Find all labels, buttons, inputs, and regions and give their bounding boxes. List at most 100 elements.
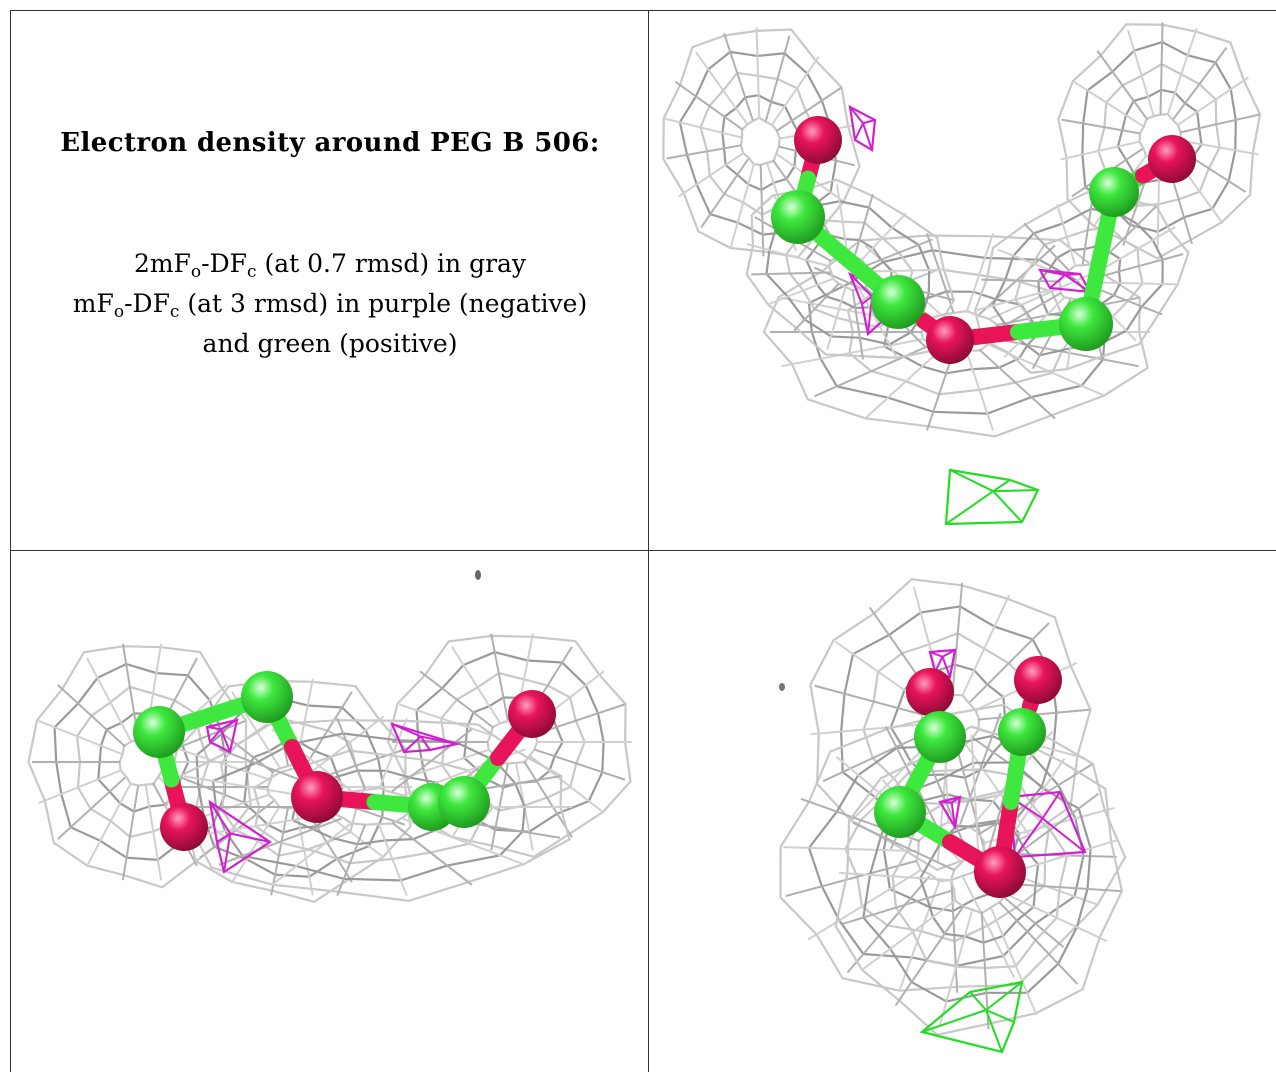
carbon-atom xyxy=(1089,167,1139,217)
mesh-spoke xyxy=(759,164,765,257)
mesh-spoke xyxy=(1172,47,1228,120)
mesh-spoke xyxy=(723,33,754,121)
cage-edge xyxy=(993,489,1039,493)
cage-edge xyxy=(862,122,873,151)
mesh-spoke xyxy=(851,289,864,360)
mesh-spoke xyxy=(57,776,126,840)
mesh-spoke xyxy=(391,821,473,886)
mesh-spoke xyxy=(976,286,1060,311)
oxygen-atom xyxy=(926,316,974,364)
cage-outline xyxy=(919,980,1024,1054)
mesh-spoke xyxy=(674,81,744,131)
mesh-2fofc xyxy=(662,27,861,259)
mesh-spoke xyxy=(86,782,132,867)
mesh-spoke xyxy=(950,880,959,993)
mesh-spoke xyxy=(965,351,994,431)
carbon-atom xyxy=(998,708,1046,756)
border-middle-horizontal xyxy=(10,550,1276,551)
mesh-spoke xyxy=(990,908,1038,1016)
cage-edge xyxy=(223,833,232,873)
cage-outline xyxy=(944,468,1040,526)
cage-edge xyxy=(391,723,422,738)
mesh-spoke xyxy=(746,243,830,268)
carbon-atom xyxy=(133,706,185,758)
mesh-negative xyxy=(938,795,962,831)
cage-edge xyxy=(420,735,458,745)
mesh-negative xyxy=(390,722,462,754)
mesh-spoke xyxy=(1061,118,1141,135)
mesh-spoke xyxy=(1073,81,1144,127)
cage-edge xyxy=(862,119,876,125)
mesh-spoke xyxy=(965,233,994,313)
cage-edge xyxy=(950,802,956,828)
mesh-spoke xyxy=(860,212,907,261)
view-bottom-left xyxy=(12,552,648,1072)
mesh-spoke xyxy=(852,821,956,872)
mesh-spoke xyxy=(1127,29,1155,116)
cage-edge xyxy=(209,801,232,835)
mesh-spoke xyxy=(926,351,955,431)
cage-edge xyxy=(949,469,994,493)
molecule-view-svg xyxy=(779,578,1127,1054)
mesh-spoke xyxy=(1098,226,1176,272)
mesh-spoke xyxy=(764,35,791,122)
caption-cell: Electron density around PEG B 506: 2mFo-… xyxy=(12,12,648,550)
cage-edge xyxy=(942,649,956,658)
mesh-spoke xyxy=(869,268,949,273)
mesh-spoke xyxy=(121,785,140,881)
mesh-spoke xyxy=(969,622,1050,703)
cage-edge xyxy=(1039,269,1066,276)
mesh-spoke xyxy=(751,271,831,276)
dust-speck xyxy=(779,683,785,691)
cage-edge xyxy=(992,479,1011,493)
legend-line-fofc: mFo-DFc (at 3 rmsd) in purple (negative) xyxy=(72,289,588,322)
oxygen-atom xyxy=(974,846,1026,898)
view-bottom-right xyxy=(650,552,1276,1072)
cage-edge xyxy=(854,122,864,141)
mesh-spoke xyxy=(961,876,1016,978)
mesh-spoke xyxy=(965,744,1032,838)
mesh-spoke xyxy=(755,27,761,120)
mesh-spoke xyxy=(666,144,742,160)
caption-title: Electron density around PEG B 506: xyxy=(60,128,600,158)
mesh-spoke xyxy=(822,732,926,783)
mesh-spoke xyxy=(998,901,1079,985)
cage-edge xyxy=(216,832,231,843)
mesh-spoke xyxy=(1177,76,1249,126)
cage-edge xyxy=(849,106,864,124)
mesh-positive xyxy=(919,980,1024,1054)
mesh-spoke xyxy=(960,594,1011,698)
cage-edge xyxy=(985,981,1023,1011)
mesh-spoke xyxy=(978,348,1056,420)
oxygen-atom xyxy=(1014,656,1062,704)
mesh-spoke xyxy=(419,670,495,729)
oxygen-atom xyxy=(794,116,842,164)
cage-edge xyxy=(992,490,1023,523)
mesh-spoke xyxy=(826,287,847,351)
view-top-right xyxy=(650,12,1276,550)
mesh-spoke xyxy=(378,824,408,896)
oxygen-atom xyxy=(906,668,954,716)
dust-speck xyxy=(475,570,481,580)
cage-edge xyxy=(1014,817,1044,858)
border-top xyxy=(10,10,1276,11)
mesh-spoke xyxy=(866,238,933,267)
mesh-spoke xyxy=(1166,28,1198,116)
mesh-spoke xyxy=(1100,253,1184,278)
mesh-spoke xyxy=(271,821,353,886)
mesh-negative xyxy=(205,718,239,754)
mesh-spoke xyxy=(1003,793,1099,866)
mesh-spoke xyxy=(861,898,957,971)
mesh-spoke xyxy=(814,684,924,716)
mesh-spoke xyxy=(1099,281,1179,286)
mesh-spoke xyxy=(970,734,980,853)
mesh-spoke xyxy=(846,875,931,974)
cage-edge xyxy=(985,1009,1003,1053)
mesh-spoke xyxy=(1159,22,1164,115)
mesh-ring xyxy=(27,645,252,889)
mesh-spoke xyxy=(178,748,270,781)
mesh-spoke xyxy=(336,718,366,790)
cage-edge xyxy=(849,273,873,298)
mesh-spoke xyxy=(836,184,849,255)
